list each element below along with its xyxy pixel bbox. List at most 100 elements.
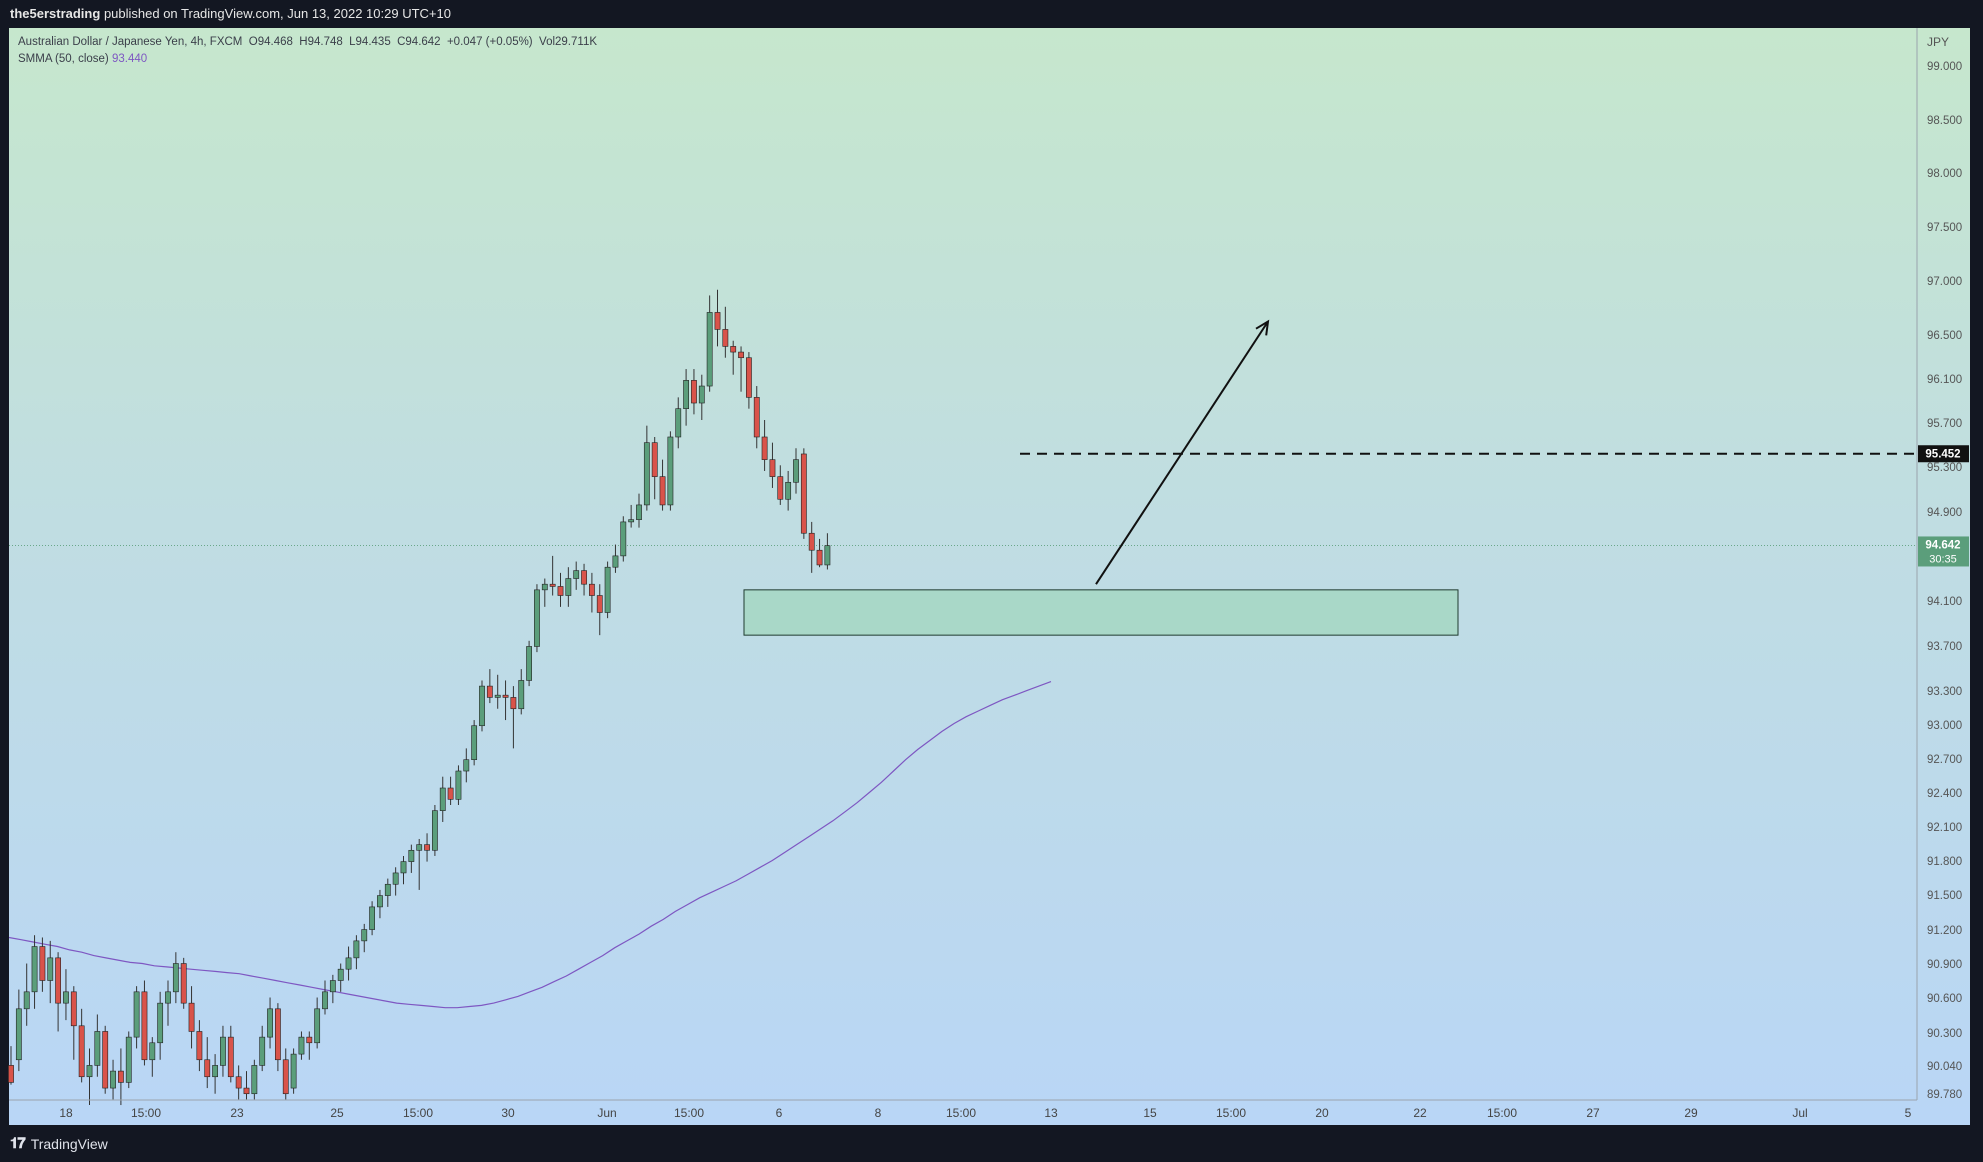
candle-body: [431, 810, 438, 851]
time-tick-label: 25: [330, 1106, 344, 1120]
price-tick-label: 93.300: [1927, 686, 1962, 698]
candle-body: [502, 694, 509, 698]
price-tick-label: 98.500: [1927, 115, 1962, 127]
price-tick-label: 97.000: [1927, 276, 1962, 288]
price-tick-label: 90.040: [1927, 1061, 1962, 1073]
publish-header: the5erstrading published on TradingView.…: [0, 0, 1983, 28]
time-tick-label: Jul: [1792, 1106, 1807, 1120]
candle-body: [745, 357, 752, 398]
candle-body: [110, 1070, 116, 1089]
candle-body: [714, 312, 721, 330]
candle-body: [620, 521, 627, 557]
chart-background: [9, 28, 1970, 1125]
time-axis[interactable]: 18 15:00 23 25 15:00 30 Jun 15:00 6 8 15:00 13 15 15:…: [59, 1106, 1911, 1120]
tradingview-logo-icon[interactable]: 𝟏𝟕: [10, 1135, 26, 1152]
candle: [369, 901, 375, 936]
candle-body: [691, 380, 697, 404]
candle-body: [188, 1002, 195, 1032]
candle-body: [220, 1036, 226, 1066]
price-tick-label: 90.300: [1927, 1028, 1962, 1040]
price-tick-label: 92.700: [1927, 754, 1962, 766]
candle: [800, 448, 807, 539]
candle-body: [596, 595, 603, 613]
candle-body: [761, 436, 768, 460]
time-tick-label: 15:00: [674, 1106, 704, 1120]
candle-body: [753, 397, 760, 438]
candle-body: [659, 476, 666, 506]
candle-body: [667, 436, 674, 506]
price-tick-label: 92.400: [1927, 788, 1962, 800]
candle-body: [612, 555, 619, 568]
candle: [738, 346, 744, 392]
candle: [243, 1071, 250, 1100]
time-tick-label: 13: [1044, 1106, 1058, 1120]
price-axis[interactable]: 99.000 98.500 98.000 97.500 97.000 96.500 96.1…: [1927, 61, 1962, 1101]
candle-body: [165, 991, 171, 1004]
candle-body: [259, 1036, 266, 1066]
time-tick-label: 15:00: [403, 1106, 433, 1120]
time-tick-label: 8: [875, 1106, 882, 1120]
candle-body: [102, 1031, 109, 1089]
candle: [416, 838, 423, 890]
candle: [730, 340, 737, 375]
indicator-line[interactable]: SMMA (50, close) 93.440: [18, 51, 597, 68]
candle-body: [518, 680, 525, 710]
author-name[interactable]: the5erstrading: [10, 6, 101, 21]
price-tick-label: 93.000: [1927, 720, 1962, 732]
candle: [431, 804, 438, 856]
candle-body: [149, 1042, 156, 1061]
candle: [588, 572, 595, 613]
candle-body: [785, 481, 792, 500]
price-tick-label: 96.500: [1927, 330, 1962, 342]
candle-body: [118, 1070, 124, 1083]
candle-body: [808, 532, 815, 551]
footer-brand[interactable]: TradingView: [30, 1135, 108, 1152]
candle: [596, 584, 603, 636]
candle-body: [392, 872, 399, 885]
candle: [447, 776, 454, 805]
candle-body: [549, 583, 556, 587]
candle: [408, 844, 415, 873]
price-tick-label: 95.700: [1927, 418, 1962, 430]
candle-body: [23, 991, 30, 1010]
current-price-text: 94.642: [1925, 539, 1960, 551]
price-tick-label: 95.300: [1927, 462, 1962, 474]
candle-body: [643, 442, 650, 506]
candle: [165, 980, 171, 1026]
candle-body: [377, 895, 383, 908]
candle: [698, 374, 705, 421]
price-tick-label: 94.900: [1927, 507, 1962, 519]
candle: [777, 465, 784, 505]
price-tick-label: 93.700: [1927, 641, 1962, 653]
candle-body: [526, 646, 532, 681]
candle: [816, 538, 823, 568]
smma-value: 93.440: [111, 53, 148, 65]
candle: [745, 352, 752, 409]
candle-body: [227, 1036, 234, 1078]
candle: [125, 1031, 132, 1089]
candle-body: [172, 963, 179, 993]
candle: [557, 572, 564, 607]
candle-body: [636, 504, 642, 520]
demand-zone[interactable]: [743, 589, 1459, 636]
candle: [337, 963, 344, 992]
candle-body: [15, 1008, 22, 1061]
candle-body: [408, 849, 415, 862]
candle: [23, 963, 30, 1026]
candle-body: [314, 1008, 321, 1044]
candle-body: [824, 545, 831, 566]
candle: [188, 986, 195, 1049]
projection-arrow[interactable]: [1095, 319, 1270, 585]
time-tick-label: 15:00: [131, 1106, 161, 1120]
candle: [541, 578, 548, 607]
candle: [526, 640, 532, 687]
candle-body: [196, 1031, 203, 1061]
candle-body: [400, 861, 407, 874]
candle: [392, 867, 399, 896]
candle: [565, 567, 572, 607]
candle-body: [337, 968, 344, 981]
chart-legend: Australian Dollar / Japanese Yen, 4h, FX…: [18, 34, 597, 68]
candle-body: [494, 694, 501, 698]
candle: [118, 1048, 124, 1106]
